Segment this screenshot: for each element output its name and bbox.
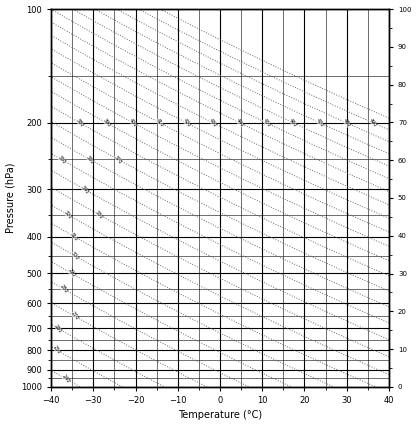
Text: 370: 370 [113,154,123,164]
Text: 260: 260 [53,323,63,334]
Text: 460: 460 [288,118,298,128]
Text: 300: 300 [70,250,80,261]
Text: 290: 290 [66,268,76,278]
Text: 310: 310 [69,231,79,242]
Text: 390: 390 [102,118,111,128]
Text: 320: 320 [63,209,73,220]
Text: 420: 420 [181,118,191,128]
Text: 240: 240 [60,373,70,384]
Text: 330: 330 [94,209,104,220]
Text: 400: 400 [128,118,138,128]
Text: 430: 430 [208,118,218,128]
Text: 450: 450 [261,118,271,128]
Text: 470: 470 [315,118,324,128]
Text: 490: 490 [368,118,378,128]
Text: 360: 360 [85,154,95,164]
Text: 380: 380 [75,118,85,128]
X-axis label: Temperature (°C): Temperature (°C) [178,410,262,420]
Text: 410: 410 [155,118,165,128]
Text: 480: 480 [342,118,351,128]
Text: 440: 440 [235,118,245,128]
Text: 270: 270 [70,311,80,321]
Text: 280: 280 [58,284,68,294]
Text: 340: 340 [80,184,89,195]
Text: 350: 350 [56,154,66,164]
Text: 250: 250 [52,345,62,355]
Y-axis label: Pressure (hPa): Pressure (hPa) [5,163,15,233]
